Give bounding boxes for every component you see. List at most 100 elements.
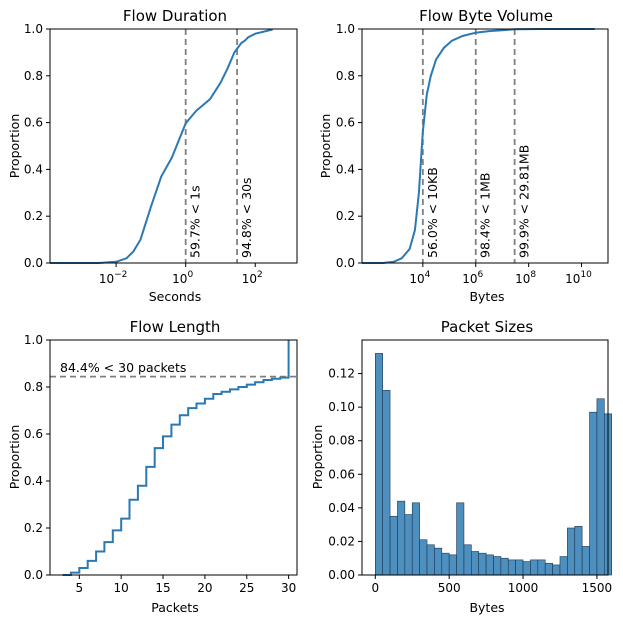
packet-sizes-bar bbox=[419, 539, 428, 576]
flow-duration-xtick-label: 102 bbox=[242, 270, 263, 286]
flow-duration-cdf-line bbox=[50, 28, 273, 264]
packet-sizes-xtick-label: 1500 bbox=[582, 581, 613, 595]
packet-sizes-bar bbox=[589, 411, 598, 576]
packet-sizes-bar bbox=[493, 556, 502, 576]
packet-sizes-bar bbox=[485, 554, 494, 576]
packet-sizes-bar bbox=[478, 552, 487, 576]
flow-length-ytick-label: 0.0 bbox=[24, 568, 43, 582]
packet-sizes-bar bbox=[448, 554, 457, 576]
packet-sizes-ytick-label: 0.08 bbox=[328, 434, 355, 448]
packet-sizes-title: Packet Sizes bbox=[441, 318, 534, 336]
flow-length-xtick-label: 10 bbox=[114, 581, 129, 595]
packet-sizes-xlabel: Bytes bbox=[469, 600, 504, 615]
flow-length-xtick-label: 25 bbox=[239, 581, 254, 595]
packet-sizes-ytick-label: 0.10 bbox=[328, 400, 355, 414]
packet-sizes-bar bbox=[463, 544, 472, 576]
flow-length-ytick-label: 0.4 bbox=[24, 474, 43, 488]
packet-sizes-bar bbox=[374, 353, 383, 576]
packet-sizes-ytick-label: 0.00 bbox=[328, 568, 355, 582]
flow-duration-xtick-label: 100 bbox=[172, 270, 193, 286]
packet-sizes-ylabel: Proportion bbox=[310, 425, 325, 490]
packet-sizes-bar bbox=[456, 502, 465, 576]
flow-length-panel: Flow Length 0.0 0.2 0.4 0.6 0.8 1.0 5 10 15 20 25 3… bbox=[7, 318, 298, 615]
flow-duration-ytick-label: 0.4 bbox=[24, 162, 43, 176]
flow-byte-volume-xtick-label: 108 bbox=[515, 270, 536, 286]
packet-sizes-xtick-label: 500 bbox=[438, 581, 461, 595]
packet-sizes-bar bbox=[404, 514, 413, 576]
packet-sizes-bar bbox=[537, 559, 546, 576]
flow-length-xtick-label: 5 bbox=[75, 581, 83, 595]
flow-duration-ytick-label: 0.6 bbox=[24, 116, 43, 130]
flow-duration-ytick-label: 0.8 bbox=[24, 69, 43, 83]
packet-sizes-bar bbox=[397, 500, 406, 576]
flow-byte-volume-reference-label: 98.4% < 1MB bbox=[478, 173, 493, 258]
flow-byte-volume-xtick-label: 106 bbox=[462, 270, 483, 286]
flow-duration-axes-frame bbox=[49, 28, 298, 264]
flow-byte-volume-reference-label: 56.0% < 10KB bbox=[425, 167, 440, 258]
packet-sizes-bar bbox=[434, 547, 443, 576]
packet-sizes-ytick-label: 0.02 bbox=[328, 534, 355, 548]
flow-byte-volume-ylabel: Proportion bbox=[318, 114, 333, 179]
packet-sizes-axes-frame bbox=[361, 339, 609, 576]
flow-length-reference-label: 84.4% < 30 packets bbox=[60, 360, 186, 375]
flow-byte-volume-xlabel: Bytes bbox=[469, 289, 504, 304]
flow-length-xtick-label: 20 bbox=[197, 581, 212, 595]
packet-sizes-bar bbox=[544, 562, 553, 576]
packet-sizes-bar bbox=[574, 526, 583, 576]
packet-sizes-ytick-label: 0.04 bbox=[328, 501, 355, 515]
flow-length-xtick-label: 15 bbox=[155, 581, 170, 595]
flow-byte-volume-ytick-label: 0.6 bbox=[336, 116, 355, 130]
flow-byte-volume-xtick-label: 1010 bbox=[565, 270, 592, 286]
flow-byte-volume-ytick-label: 0.0 bbox=[336, 256, 355, 270]
packet-sizes-bar bbox=[581, 546, 590, 576]
packet-sizes-bar bbox=[596, 398, 605, 576]
flow-byte-volume-panel: Flow Byte Volume 0.0 0.2 0.4 0.6 0.8 1.0 104 10… bbox=[318, 7, 609, 304]
flow-length-xtick-label: 30 bbox=[281, 581, 296, 595]
packet-sizes-bar bbox=[507, 559, 516, 576]
packet-sizes-bar bbox=[559, 556, 568, 576]
packet-sizes-bar bbox=[471, 551, 480, 576]
packet-sizes-bar bbox=[552, 564, 561, 576]
packet-sizes-bar bbox=[441, 552, 450, 576]
flow-length-ytick-label: 0.6 bbox=[24, 427, 43, 441]
packet-sizes-xtick-label: 0 bbox=[371, 581, 379, 595]
flow-byte-volume-ytick-label: 0.4 bbox=[336, 162, 355, 176]
packet-sizes-bar bbox=[522, 561, 531, 576]
flow-byte-volume-reference-label: 99.9% < 29.81MB bbox=[517, 145, 532, 258]
flow-byte-volume-xtick-label: 104 bbox=[409, 270, 430, 286]
flow-byte-volume-cdf-line bbox=[362, 28, 595, 264]
flow-length-ytick-label: 1.0 bbox=[24, 333, 43, 347]
flow-byte-volume-title: Flow Byte Volume bbox=[419, 7, 553, 25]
packet-sizes-bar bbox=[500, 557, 509, 576]
flow-length-xlabel: Packets bbox=[151, 600, 198, 615]
flow-duration-ytick-label: 0.0 bbox=[24, 256, 43, 270]
packet-sizes-bar bbox=[426, 544, 435, 576]
packet-sizes-panel: Packet Sizes 0.00 0.02 0.04 0.06 0.08 0.10 0.1… bbox=[310, 318, 612, 615]
packet-sizes-xtick-label: 1000 bbox=[508, 581, 539, 595]
flow-duration-panel: Flow Duration 0.0 0.2 0.4 0.6 0.8 1.0 10−2 100 1… bbox=[7, 7, 298, 304]
flow-length-ylabel: Proportion bbox=[7, 425, 22, 490]
flow-byte-volume-ytick-label: 1.0 bbox=[336, 22, 355, 36]
flow-duration-ytick-label: 0.2 bbox=[24, 209, 43, 223]
packet-sizes-bar bbox=[530, 559, 539, 576]
flow-duration-ylabel: Proportion bbox=[7, 114, 22, 179]
flow-length-ytick-label: 0.8 bbox=[24, 380, 43, 394]
flow-duration-xlabel: Seconds bbox=[149, 289, 202, 304]
flow-byte-volume-ytick-label: 0.2 bbox=[336, 209, 355, 223]
packet-sizes-bar bbox=[567, 527, 576, 576]
packet-sizes-bar bbox=[382, 390, 391, 576]
packet-sizes-bar bbox=[411, 502, 420, 576]
packet-sizes-ytick-label: 0.06 bbox=[328, 467, 355, 481]
flow-duration-reference-label: 94.8% < 30s bbox=[239, 177, 254, 258]
flow-byte-volume-axes-frame bbox=[361, 28, 609, 264]
packet-sizes-bar bbox=[389, 515, 398, 576]
flow-duration-reference-label: 59.7% < 1s bbox=[188, 185, 203, 258]
flow-length-ytick-label: 0.2 bbox=[24, 521, 43, 535]
flow-duration-ytick-label: 1.0 bbox=[24, 22, 43, 36]
flow-byte-volume-ytick-label: 0.8 bbox=[336, 69, 355, 83]
flow-duration-xtick-label: 10−2 bbox=[99, 270, 128, 286]
packet-sizes-ytick-label: 0.12 bbox=[328, 367, 355, 381]
flow-length-cdf-step bbox=[62, 340, 290, 576]
flow-duration-title: Flow Duration bbox=[123, 7, 227, 25]
